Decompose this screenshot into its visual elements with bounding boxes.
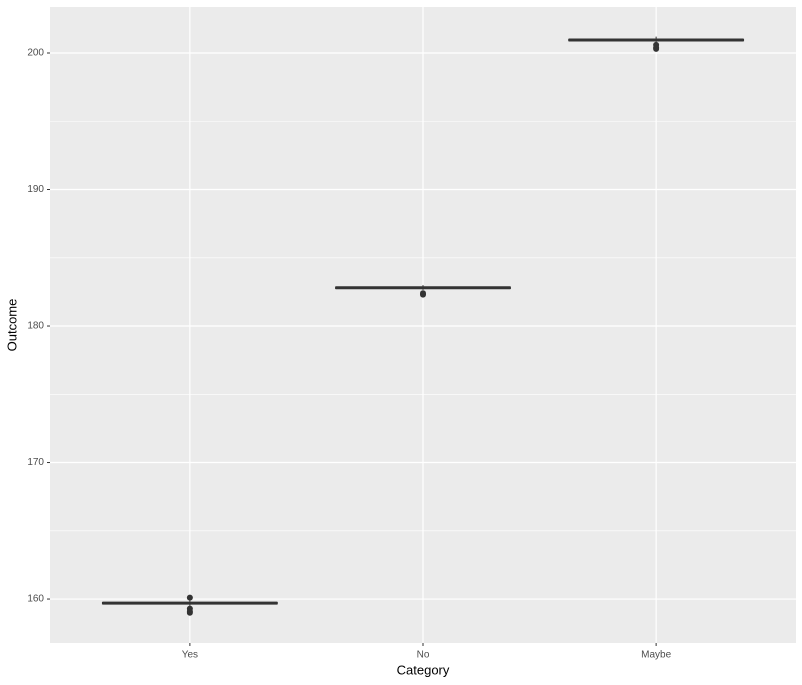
x-tick-label: Maybe (641, 650, 671, 661)
outlier (420, 291, 426, 298)
x-tick-label: No (417, 650, 430, 661)
outlier (653, 45, 660, 52)
y-tick-label: 200 (27, 48, 44, 59)
outlier (186, 609, 193, 616)
outlier (186, 594, 193, 601)
x-tick-label: Yes (182, 650, 198, 661)
y-tick-label: 160 (27, 594, 44, 605)
y-tick-label: 190 (27, 184, 44, 195)
y-tick-label: 170 (27, 457, 44, 468)
y-axis-title: Outcome (4, 299, 19, 352)
x-axis-title: Category (397, 662, 450, 677)
y-tick-label: 180 (27, 321, 44, 332)
